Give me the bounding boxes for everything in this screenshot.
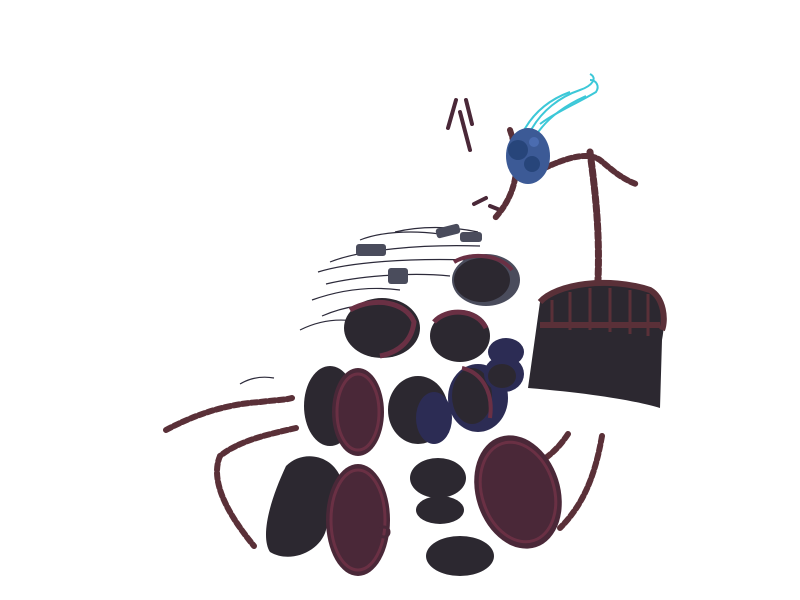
chain-cage xyxy=(586,148,602,284)
shield-upper-left xyxy=(344,298,420,359)
shield-upper-right xyxy=(452,253,520,306)
shield-mid-center xyxy=(388,376,452,444)
chain-left-upper xyxy=(163,395,295,433)
shield-bottom-right xyxy=(474,435,562,549)
shield-bottom-center xyxy=(410,458,494,576)
steel-fragments xyxy=(356,223,482,284)
smoke-wisp-icon xyxy=(521,73,599,139)
shield-mid-left xyxy=(304,366,384,456)
debris-top xyxy=(446,98,502,212)
glowing-orb-icon xyxy=(506,128,550,184)
chain-left-lower xyxy=(214,425,299,549)
shield-mid-small xyxy=(484,356,524,392)
hanging-cage-icon xyxy=(528,279,667,408)
shield-bottom-center-left xyxy=(326,464,391,576)
shield-bottom-left xyxy=(265,456,341,557)
